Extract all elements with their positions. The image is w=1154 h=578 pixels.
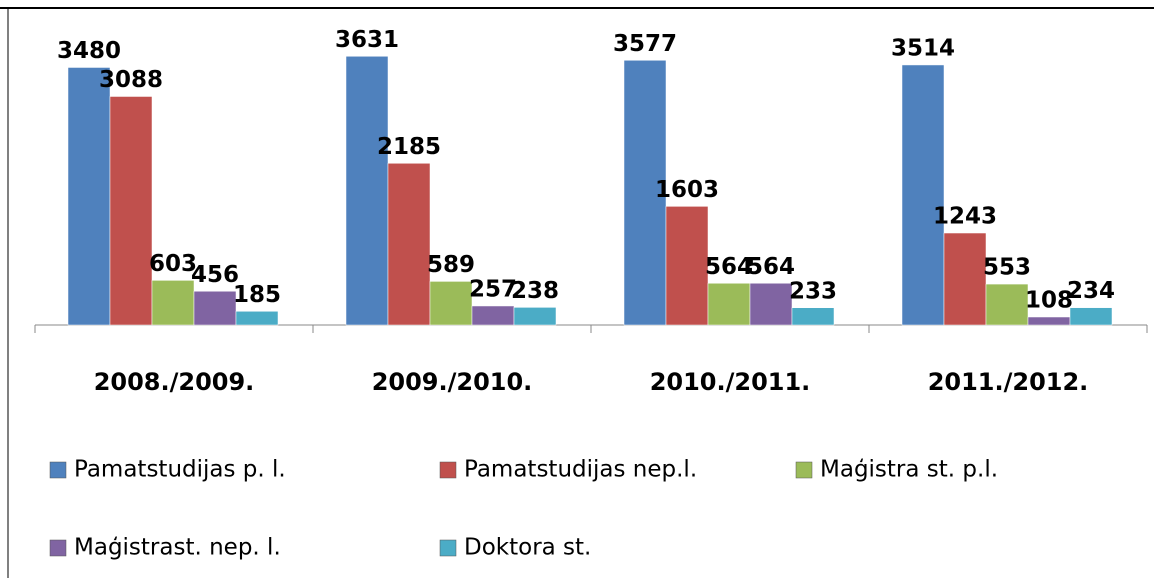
- value-label: 3480: [57, 38, 121, 64]
- bar: [429, 281, 473, 326]
- value-label: 564: [747, 254, 795, 280]
- legend-label: Doktora st.: [464, 535, 591, 561]
- x-tick-label: 2010./2011.: [650, 368, 811, 396]
- bar: [665, 206, 709, 326]
- legend-label: Maģistra st. p.l.: [820, 457, 998, 483]
- bar: [345, 56, 389, 326]
- legend-label: Maģistrast. nep. l.: [74, 535, 281, 561]
- value-label: 564: [705, 254, 753, 280]
- value-label: 3088: [99, 67, 163, 93]
- bar: [193, 291, 237, 326]
- x-tick-label: 2011./2012.: [928, 368, 1089, 396]
- bar: [901, 64, 945, 326]
- value-label: 185: [233, 282, 281, 308]
- value-label: 233: [789, 278, 837, 304]
- bar: [749, 283, 793, 326]
- legend-label: Pamatstudijas nep.l.: [464, 457, 697, 483]
- value-label: 3577: [613, 31, 677, 57]
- value-label: 589: [427, 252, 475, 278]
- bar: [235, 311, 279, 326]
- legend-swatch: [49, 539, 67, 557]
- bar: [623, 60, 667, 326]
- bar: [791, 307, 835, 326]
- bar: [471, 305, 515, 326]
- legend-swatch: [439, 539, 457, 557]
- value-label: 603: [149, 251, 197, 277]
- bar: [1027, 316, 1071, 326]
- value-label: 1603: [655, 177, 719, 203]
- value-label: 456: [191, 262, 239, 288]
- bar: [985, 283, 1029, 326]
- bar: [67, 67, 111, 326]
- value-label: 3514: [891, 35, 955, 61]
- value-label: 257: [469, 276, 517, 302]
- legend-label: Pamatstudijas p. l.: [74, 457, 286, 483]
- value-label: 108: [1025, 288, 1073, 314]
- legend-swatch: [439, 461, 457, 479]
- bar: [387, 163, 431, 326]
- value-label: 1243: [933, 204, 997, 230]
- bar: [151, 280, 195, 326]
- value-label: 238: [511, 278, 559, 304]
- x-tick-label: 2009./2010.: [372, 368, 533, 396]
- legend-swatch: [49, 461, 67, 479]
- value-label: 3631: [335, 27, 399, 53]
- bar: [1069, 307, 1113, 326]
- bar: [513, 307, 557, 326]
- value-label: 234: [1067, 278, 1115, 304]
- bar: [707, 283, 751, 326]
- legend-swatch: [795, 461, 813, 479]
- x-tick-label: 2008./2009.: [94, 368, 255, 396]
- bar: [109, 96, 153, 326]
- bar: [943, 232, 987, 326]
- value-label: 553: [983, 255, 1031, 281]
- value-label: 2185: [377, 134, 441, 160]
